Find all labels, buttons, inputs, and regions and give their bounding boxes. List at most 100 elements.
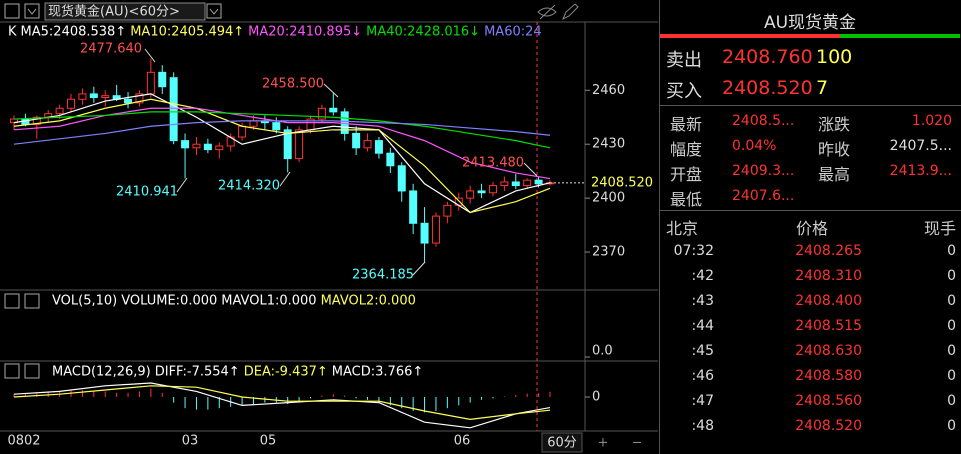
title-bar: [840, 34, 960, 38]
y-tick-label: 0.0: [592, 344, 613, 359]
annotation: 2413.480: [462, 156, 524, 171]
tick-price: 2408.265: [795, 243, 862, 259]
last-price-label: 2408.520: [591, 175, 653, 190]
candle-body: [146, 71, 155, 95]
x-tick-label: 05: [260, 434, 277, 449]
annotation: 2477.640: [80, 42, 142, 57]
candle-body: [397, 165, 406, 192]
panel-icon[interactable]: [24, 363, 40, 379]
period-button[interactable]: [541, 432, 583, 453]
candle-body: [340, 111, 349, 134]
legend-item: MACD:3.766↑: [332, 365, 423, 380]
y-tick-label: 2370: [592, 245, 625, 260]
annotation: 2364.185: [352, 268, 414, 283]
candle-body: [534, 179, 543, 185]
tick-volume: 0: [947, 343, 956, 359]
indicator-line: [13, 120, 551, 145]
tick-volume: 0: [947, 318, 956, 334]
annotation-arrow: [279, 171, 291, 187]
stat-value: 2407.5...: [889, 138, 952, 154]
zoom-in[interactable]: +: [598, 436, 609, 451]
candle-body: [420, 222, 429, 244]
tick-volume: 0: [947, 368, 956, 384]
legend-item: VOL(5,10): [52, 294, 117, 309]
candle-body: [500, 181, 509, 187]
annotation-arrow: [176, 177, 188, 193]
x-tick-label: 0802: [7, 434, 40, 449]
stat-label: 最新: [670, 115, 703, 134]
stat-label: 昨收: [818, 140, 851, 159]
title-bar: [660, 34, 840, 38]
chart: 现货黄金(AU)<60分> 60分 + − K MA5:2408.538↑ MA10…: [0, 2, 658, 453]
panel-icon[interactable]: [4, 293, 20, 309]
symbol-tab[interactable]: [44, 2, 206, 21]
legend-item: MA20:2410.895↓: [248, 25, 362, 40]
tick-time: :46: [691, 368, 714, 384]
candle-body: [272, 122, 281, 131]
candle-body: [249, 120, 258, 127]
tick-time: :48: [691, 418, 714, 434]
quote-panel: AU现货黄金 卖出 2408.760 100 买入 2408.520 7 最新 2408.5..…: [659, 0, 961, 454]
candle-body: [488, 185, 497, 194]
annotation-arrow: [412, 261, 426, 276]
tick-time: :43: [691, 293, 714, 309]
annotation: 2458.500: [262, 77, 324, 92]
candle-body: [466, 190, 475, 199]
edit-icon[interactable]: [562, 3, 579, 21]
stat-value: 1.020: [911, 113, 952, 129]
candle-body: [523, 179, 532, 187]
x-tick-label: 06: [454, 434, 471, 449]
candle-body: [374, 140, 383, 154]
x-tick-label: 03: [182, 434, 199, 449]
hide-icon[interactable]: [537, 4, 557, 20]
toolbar-icon[interactable]: [4, 3, 20, 19]
legend-item: K: [8, 25, 17, 40]
panel-icon[interactable]: [4, 363, 20, 379]
indicator-line: [13, 111, 551, 149]
candle-body: [32, 116, 41, 125]
divider: [660, 105, 961, 106]
panel-icon[interactable]: [24, 293, 40, 309]
quote-title: AU现货黄金: [763, 13, 857, 33]
ticks-header: 现手: [923, 219, 956, 238]
order-price: 2408.520: [722, 77, 813, 99]
order-label: 买入: [666, 81, 702, 102]
candle-body: [78, 93, 87, 100]
zoom-out[interactable]: −: [632, 436, 643, 451]
candle-body: [295, 129, 304, 160]
candle-body: [169, 77, 178, 142]
annotation-arrow: [144, 48, 156, 63]
tick-volume: 0: [947, 268, 956, 284]
candle-body: [67, 98, 76, 109]
annotation: 2414.320: [218, 179, 280, 194]
toolbar-icon[interactable]: [24, 3, 40, 19]
legend-item: MA40:2428.016↓: [366, 25, 480, 40]
y-tick-label: 2430: [592, 137, 625, 152]
stat-value: 2409.3...: [732, 163, 795, 179]
candle-body: [329, 107, 338, 113]
stat-value: 2407.6...: [732, 188, 795, 204]
tick-time: :47: [691, 393, 714, 409]
candle-body: [352, 132, 361, 149]
stat-label: 涨跌: [818, 115, 851, 134]
tick-price: 2408.630: [795, 343, 862, 359]
candle-body: [124, 98, 133, 104]
tick-time: :45: [691, 343, 714, 359]
annotation: 2410.941: [116, 185, 178, 200]
toolbar-icon[interactable]: [206, 3, 222, 19]
order-qty: 100: [816, 46, 853, 68]
candle-body: [158, 71, 167, 88]
candle-body: [215, 145, 224, 151]
stat-value: 2413.9...: [889, 163, 952, 179]
tick-price: 2408.310: [795, 268, 862, 284]
candle-body: [443, 204, 452, 217]
candle-body: [363, 140, 372, 149]
candle-body: [101, 95, 110, 98]
dropdown-arrow: [27, 8, 37, 15]
candle-body: [409, 190, 418, 224]
stat-label: 开盘: [670, 165, 703, 184]
candle-body: [238, 125, 247, 138]
tick-time: 07:32: [673, 243, 714, 259]
legend-item: MACD(12,26,9): [52, 365, 151, 380]
order-price: 2408.760: [722, 46, 813, 68]
